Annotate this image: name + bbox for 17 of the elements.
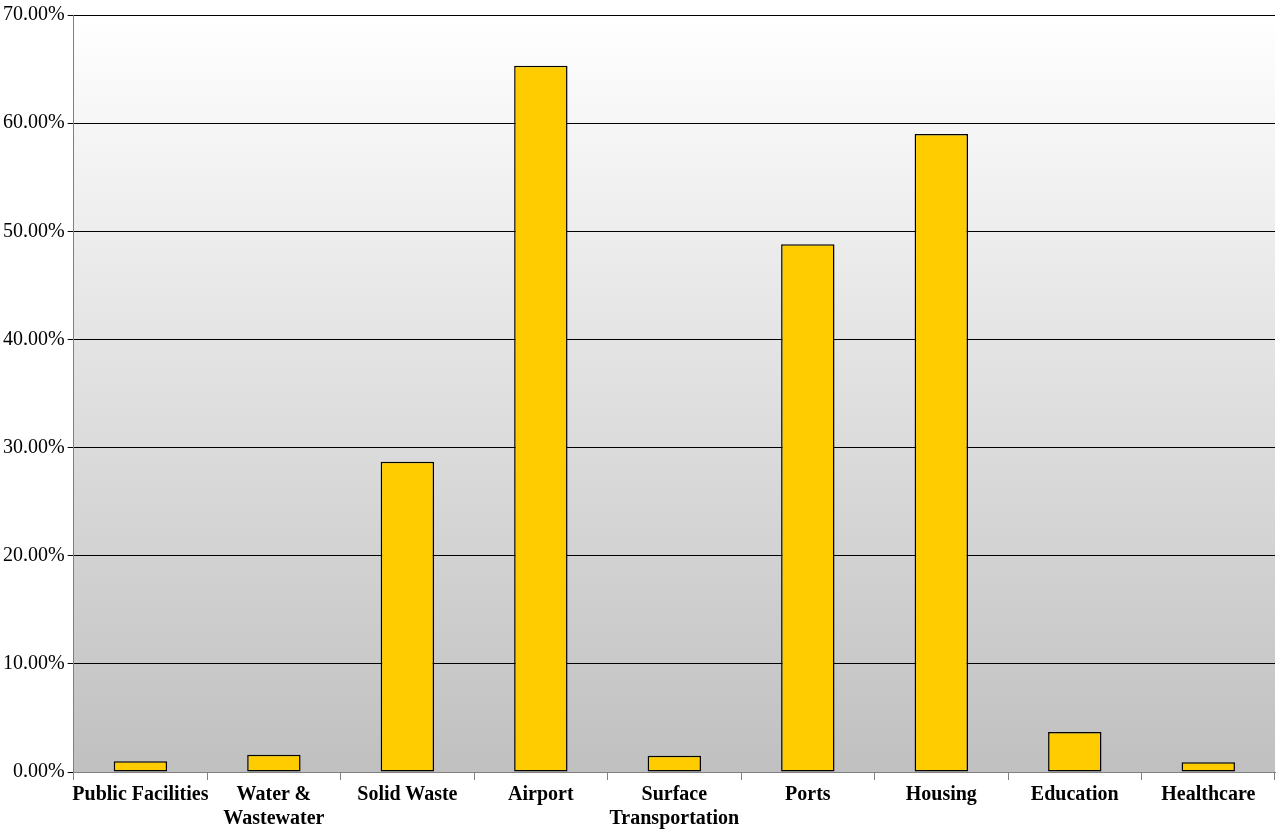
x-tick-label: Surface Transportation bbox=[609, 782, 740, 830]
y-tick-label: 60.00% bbox=[2, 110, 65, 133]
y-tick-label: 70.00% bbox=[2, 2, 65, 25]
x-tick-label: Public Facilities bbox=[72, 782, 209, 805]
y-tick-label: 50.00% bbox=[2, 218, 65, 241]
x-tick-label: Ports bbox=[785, 782, 831, 805]
x-tick-label: Housing bbox=[905, 782, 977, 806]
x-tick-label: Airport bbox=[508, 782, 574, 806]
y-tick-label: 20.00% bbox=[2, 542, 65, 565]
x-tick-label: Water & Wastewater bbox=[223, 782, 325, 829]
y-tick-label: 10.00% bbox=[2, 651, 65, 674]
x-tick-label: Solid Waste bbox=[357, 782, 458, 805]
y-tick-label: 30.00% bbox=[2, 434, 65, 457]
y-tick-label: 40.00% bbox=[2, 326, 65, 349]
y-tick-label: 0.00% bbox=[12, 759, 65, 782]
x-tick-label: Healthcare bbox=[1161, 782, 1256, 805]
x-tick-label: Education bbox=[1030, 782, 1119, 805]
